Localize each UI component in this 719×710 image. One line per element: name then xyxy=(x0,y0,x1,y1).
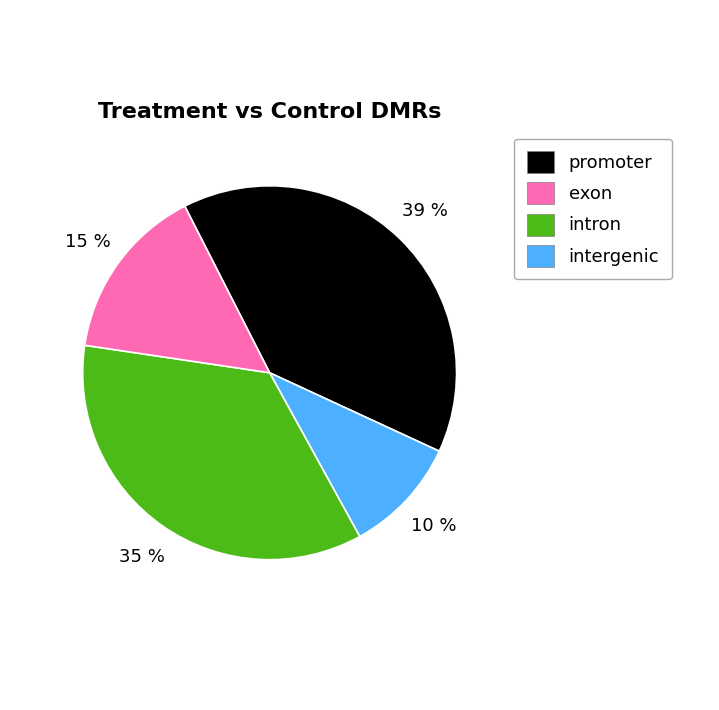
Text: 35 %: 35 % xyxy=(119,548,165,566)
Wedge shape xyxy=(83,345,360,559)
Wedge shape xyxy=(270,373,439,537)
Legend: promoter, exon, intron, intergenic: promoter, exon, intron, intergenic xyxy=(514,138,672,279)
Title: Treatment vs Control DMRs: Treatment vs Control DMRs xyxy=(98,102,441,122)
Text: 39 %: 39 % xyxy=(402,202,448,220)
Wedge shape xyxy=(185,186,457,452)
Wedge shape xyxy=(85,206,270,373)
Text: 10 %: 10 % xyxy=(411,517,457,535)
Text: 15 %: 15 % xyxy=(65,233,111,251)
